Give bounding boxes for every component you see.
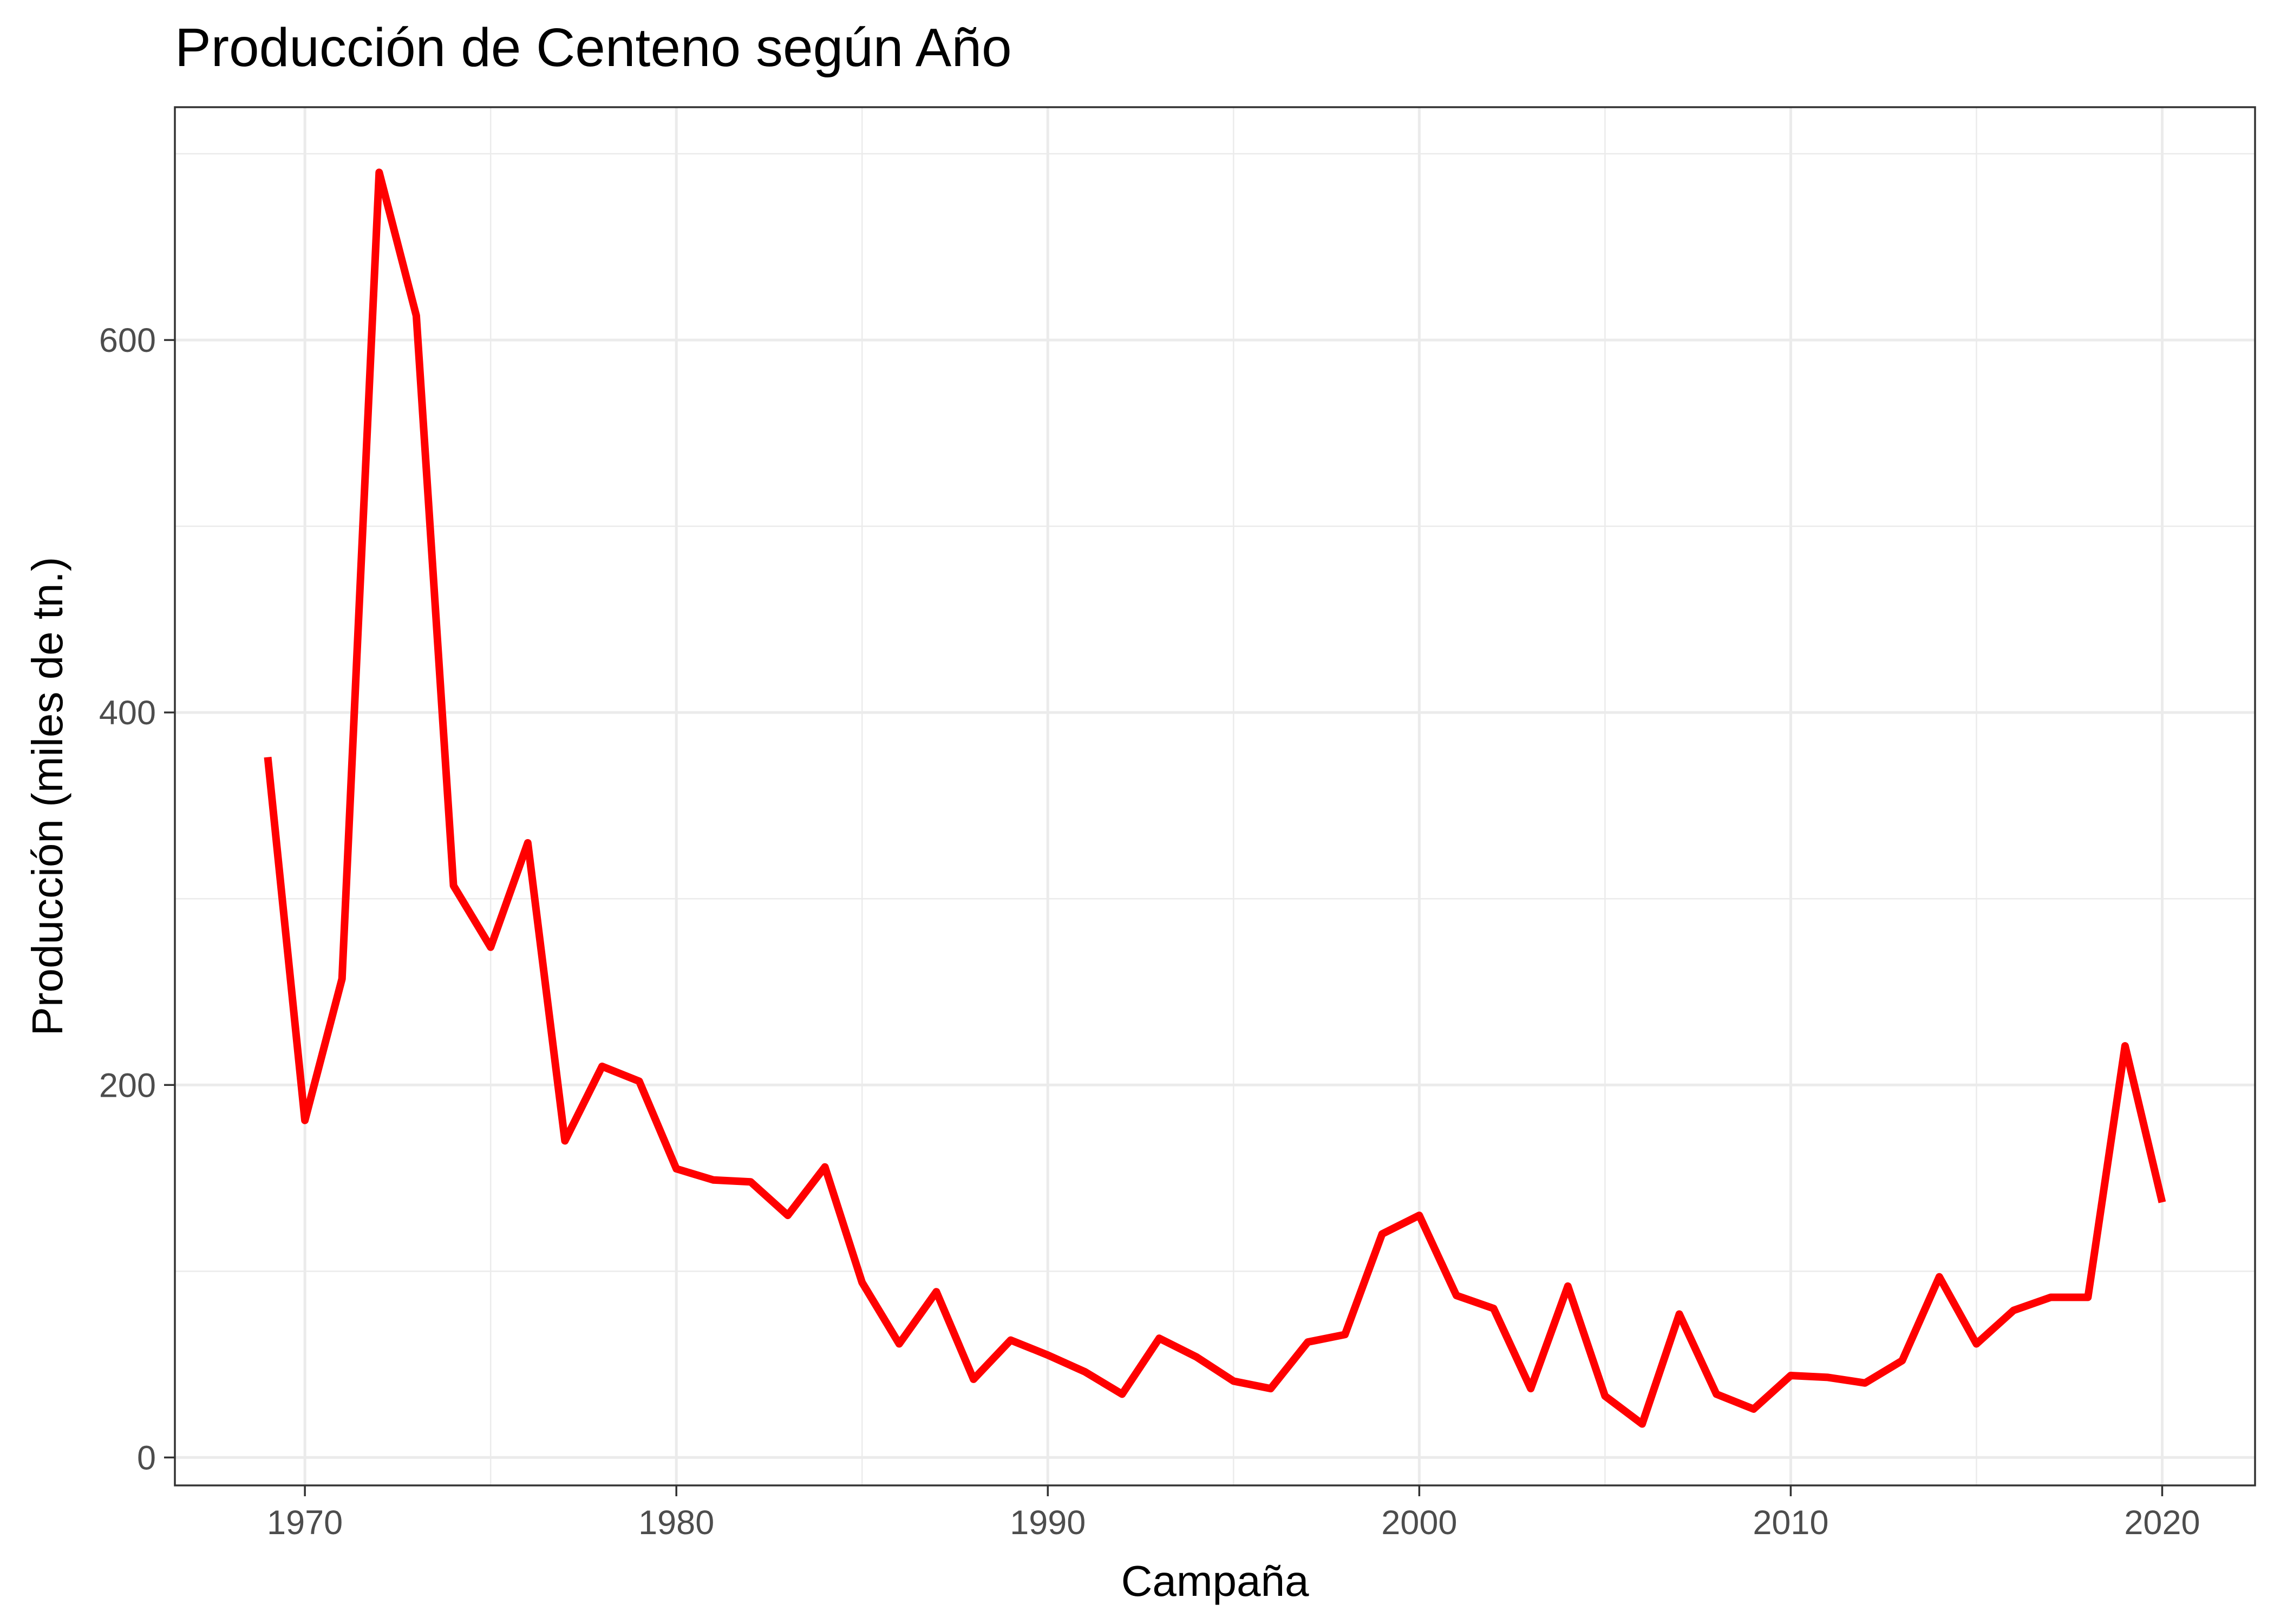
y-tick-label: 400 [99,694,156,732]
series-layer [264,168,2166,1428]
series-line [264,168,2166,1428]
x-tick-label: 2010 [1753,1504,1828,1542]
x-tick-label: 2000 [1381,1504,1457,1542]
y-tick-label: 600 [99,322,156,359]
x-tick-label: 1990 [1010,1504,1086,1542]
chart-title: Producción de Centeno según Año [175,17,1012,78]
x-axis-title: Campaña [1121,1557,1309,1605]
y-tick-label: 200 [99,1066,156,1104]
x-tick-label: 1980 [638,1504,714,1542]
panel-border [174,106,2256,1487]
y-tick-label: 0 [137,1439,156,1477]
x-tick-label: 2020 [2124,1504,2200,1542]
grid-lines [175,107,2255,1485]
axis-layer: 1970 1980 1990 2000 2010 2020 0 200 400 600 [99,322,2200,1542]
y-axis-title: Producción (miles de tn.) [23,557,71,1036]
x-tick-label: 1970 [267,1504,343,1542]
